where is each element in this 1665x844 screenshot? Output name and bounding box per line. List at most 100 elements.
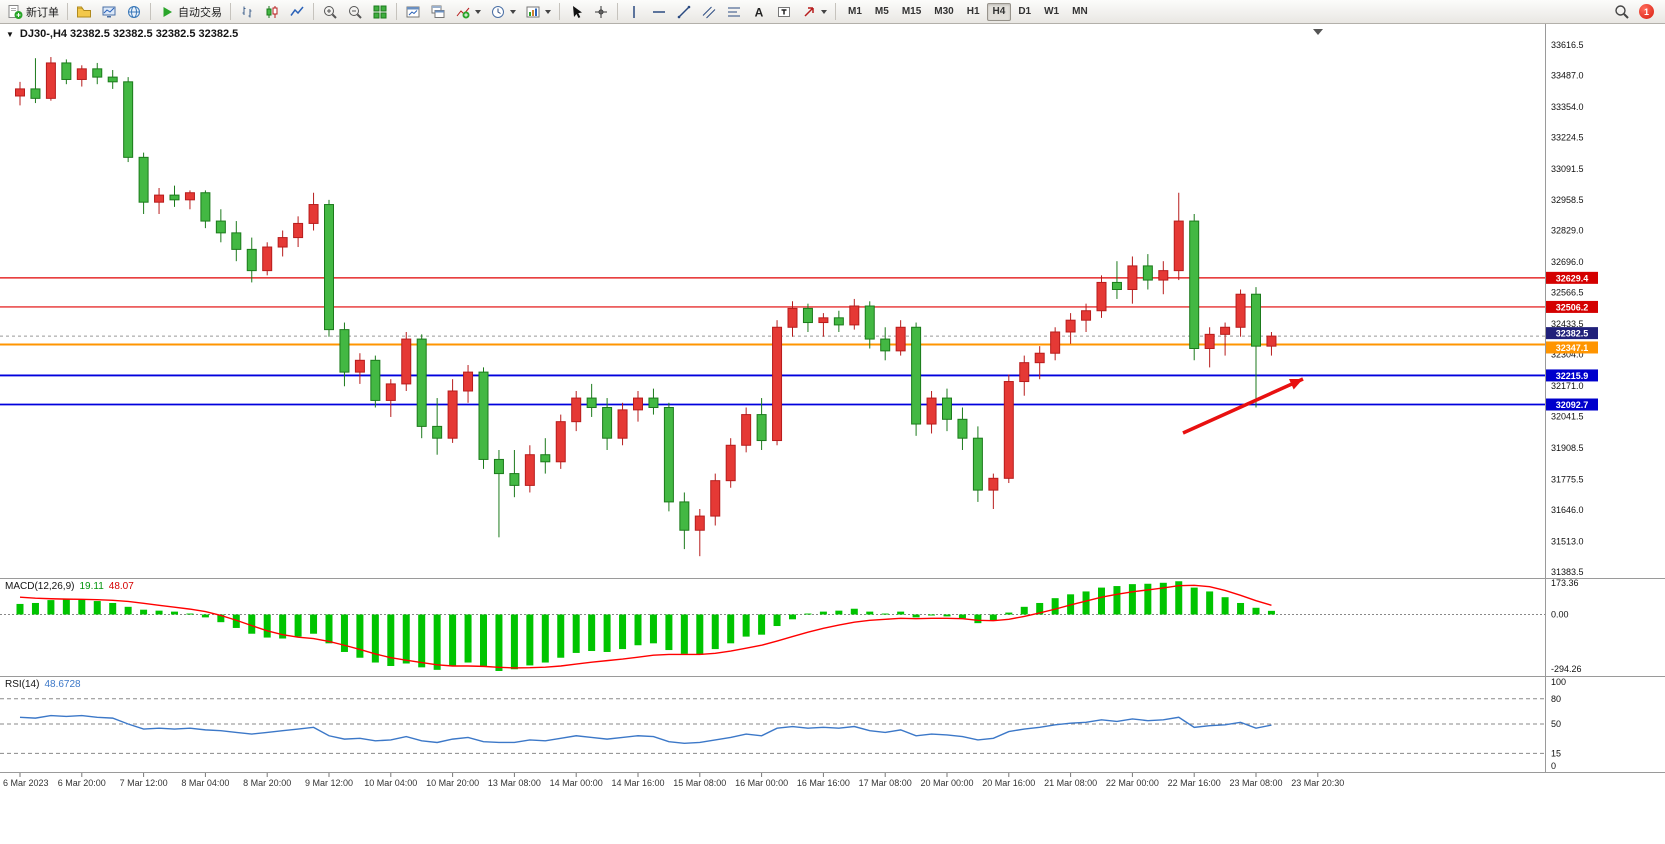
- macd-histogram-bar: [835, 610, 843, 615]
- macd-histogram-bar: [433, 614, 441, 670]
- candle-up: [1019, 362, 1030, 383]
- candle-up: [1065, 319, 1076, 333]
- indicators-button[interactable]: [451, 2, 485, 22]
- timeframe-M15[interactable]: M15: [896, 3, 927, 21]
- candlestick-chart-button[interactable]: [260, 2, 284, 22]
- macd-histogram-bar: [680, 614, 688, 654]
- macd-histogram-bar: [109, 602, 117, 615]
- notification-badge[interactable]: 1: [1639, 4, 1654, 19]
- macd-axis-label: -294.26: [1551, 664, 1582, 674]
- time-axis[interactable]: 6 Mar 2023 6 Mar 20:00 7 Mar 12:00 8 Mar 04…: [0, 772, 1665, 792]
- toolbar-separator: [617, 3, 618, 20]
- timeframe-M5[interactable]: M5: [869, 3, 895, 21]
- templates-button[interactable]: [521, 2, 555, 22]
- price-axis-label: 33487.0: [1551, 70, 1584, 80]
- timeframe-H1[interactable]: H1: [961, 3, 986, 21]
- price-axis-label: 33091.5: [1551, 164, 1584, 174]
- time-axis-label: 14 Mar 16:00: [611, 778, 664, 788]
- time-axis-label: 10 Mar 20:00: [426, 778, 479, 788]
- horizontal-line-button[interactable]: [647, 2, 671, 22]
- macd-histogram-bar: [912, 614, 920, 618]
- community-button[interactable]: [122, 2, 146, 22]
- macd-histogram-bar: [371, 614, 379, 663]
- timeframe-H4[interactable]: H4: [986, 2, 1012, 21]
- market-watch-button[interactable]: [97, 2, 121, 22]
- channel-icon: [702, 6, 716, 18]
- timeframe-W1[interactable]: W1: [1038, 3, 1065, 21]
- rsi-axis-label: 100: [1551, 677, 1566, 687]
- macd-histogram-bar: [696, 614, 704, 655]
- candle-up: [1235, 293, 1246, 328]
- profiles-icon: [77, 6, 91, 17]
- cursor-button[interactable]: [564, 2, 588, 22]
- one-click-trading-toggle[interactable]: ▼: [6, 29, 14, 39]
- macd-panel[interactable]: 173.36 0.00 -294.26: [0, 578, 1665, 676]
- arrow-annotation[interactable]: [1182, 377, 1304, 435]
- price-tag-value: 32092.7: [1556, 400, 1589, 410]
- text-button[interactable]: A: [747, 2, 771, 22]
- chart-layout-button[interactable]: [426, 2, 450, 22]
- macd-histogram-bar: [928, 614, 936, 616]
- macd-histogram-bar: [1206, 591, 1214, 615]
- candle-up: [1050, 331, 1061, 354]
- arrows-button[interactable]: [797, 2, 831, 22]
- timeframe-M30[interactable]: M30: [928, 3, 959, 21]
- periods-button[interactable]: [486, 2, 520, 22]
- candle-down: [833, 317, 844, 326]
- zoom-in-button[interactable]: [318, 2, 342, 22]
- price-tag: [1546, 369, 1598, 382]
- crosshair-button[interactable]: [589, 2, 613, 22]
- candle-up: [524, 454, 535, 486]
- time-axis-label: 22 Mar 16:00: [1168, 778, 1221, 788]
- new-order-button[interactable]: 新订单: [3, 2, 63, 22]
- market-watch-icon: [102, 6, 116, 17]
- timeframe-MN[interactable]: MN: [1066, 3, 1094, 21]
- candle-up: [725, 444, 736, 482]
- line-chart-icon: [290, 6, 304, 16]
- timeframe-group: M1 M5 M15 M30 H1 H4 D1 W1 MN: [842, 2, 1094, 21]
- candle-up: [354, 359, 365, 373]
- rsi-panel[interactable]: 100 80 50 15 0: [0, 676, 1665, 772]
- candle-up: [15, 88, 25, 97]
- candle-down: [957, 418, 968, 439]
- macd-histogram-bar: [356, 614, 364, 658]
- profiles-button[interactable]: [72, 2, 96, 22]
- trendline-button[interactable]: [672, 2, 696, 22]
- zoom-out-button[interactable]: [343, 2, 367, 22]
- candle-down: [540, 454, 551, 463]
- price-chart[interactable]: 33616.5 33487.0 33354.0 33224.5 33091.5 32958…: [0, 24, 1665, 578]
- new-order-icon: [8, 4, 23, 19]
- macd-histogram-bar: [464, 614, 472, 663]
- bar-chart-button[interactable]: [235, 2, 259, 22]
- timeframe-M1[interactable]: M1: [842, 3, 868, 21]
- candle-up: [184, 192, 195, 201]
- macd-histogram-bar: [418, 614, 426, 668]
- time-axis-label: 20 Mar 00:00: [920, 778, 973, 788]
- macd-histogram-bar: [1098, 587, 1105, 615]
- price-tag: [1546, 300, 1598, 313]
- new-chart-button[interactable]: [401, 2, 425, 22]
- fibonacci-button[interactable]: [722, 2, 746, 22]
- macd-axis-label: 173.36: [1551, 578, 1579, 588]
- macd-histogram-bar: [325, 614, 333, 644]
- tile-windows-button[interactable]: [368, 2, 392, 22]
- candle-up: [45, 62, 56, 99]
- channel-button[interactable]: [697, 2, 721, 22]
- timeframe-D1[interactable]: D1: [1012, 3, 1037, 21]
- macd-histogram-bar: [201, 614, 209, 618]
- macd-histogram-bar: [1221, 597, 1229, 615]
- candle-up: [555, 421, 566, 463]
- text-label-button[interactable]: [772, 2, 796, 22]
- candle-down: [61, 62, 72, 80]
- line-chart-button[interactable]: [285, 2, 309, 22]
- candle-down: [493, 458, 504, 475]
- vertical-line-button[interactable]: [622, 2, 646, 22]
- candle-down: [509, 473, 520, 486]
- autotrade-button[interactable]: 自动交易: [155, 2, 226, 22]
- candle-up: [401, 338, 412, 385]
- rsi-axis-label: 15: [1551, 748, 1561, 758]
- macd-histogram-bar: [340, 614, 348, 652]
- search-button[interactable]: [1610, 2, 1634, 22]
- macd-histogram-bar: [541, 614, 549, 663]
- macd-histogram-bar: [804, 613, 812, 615]
